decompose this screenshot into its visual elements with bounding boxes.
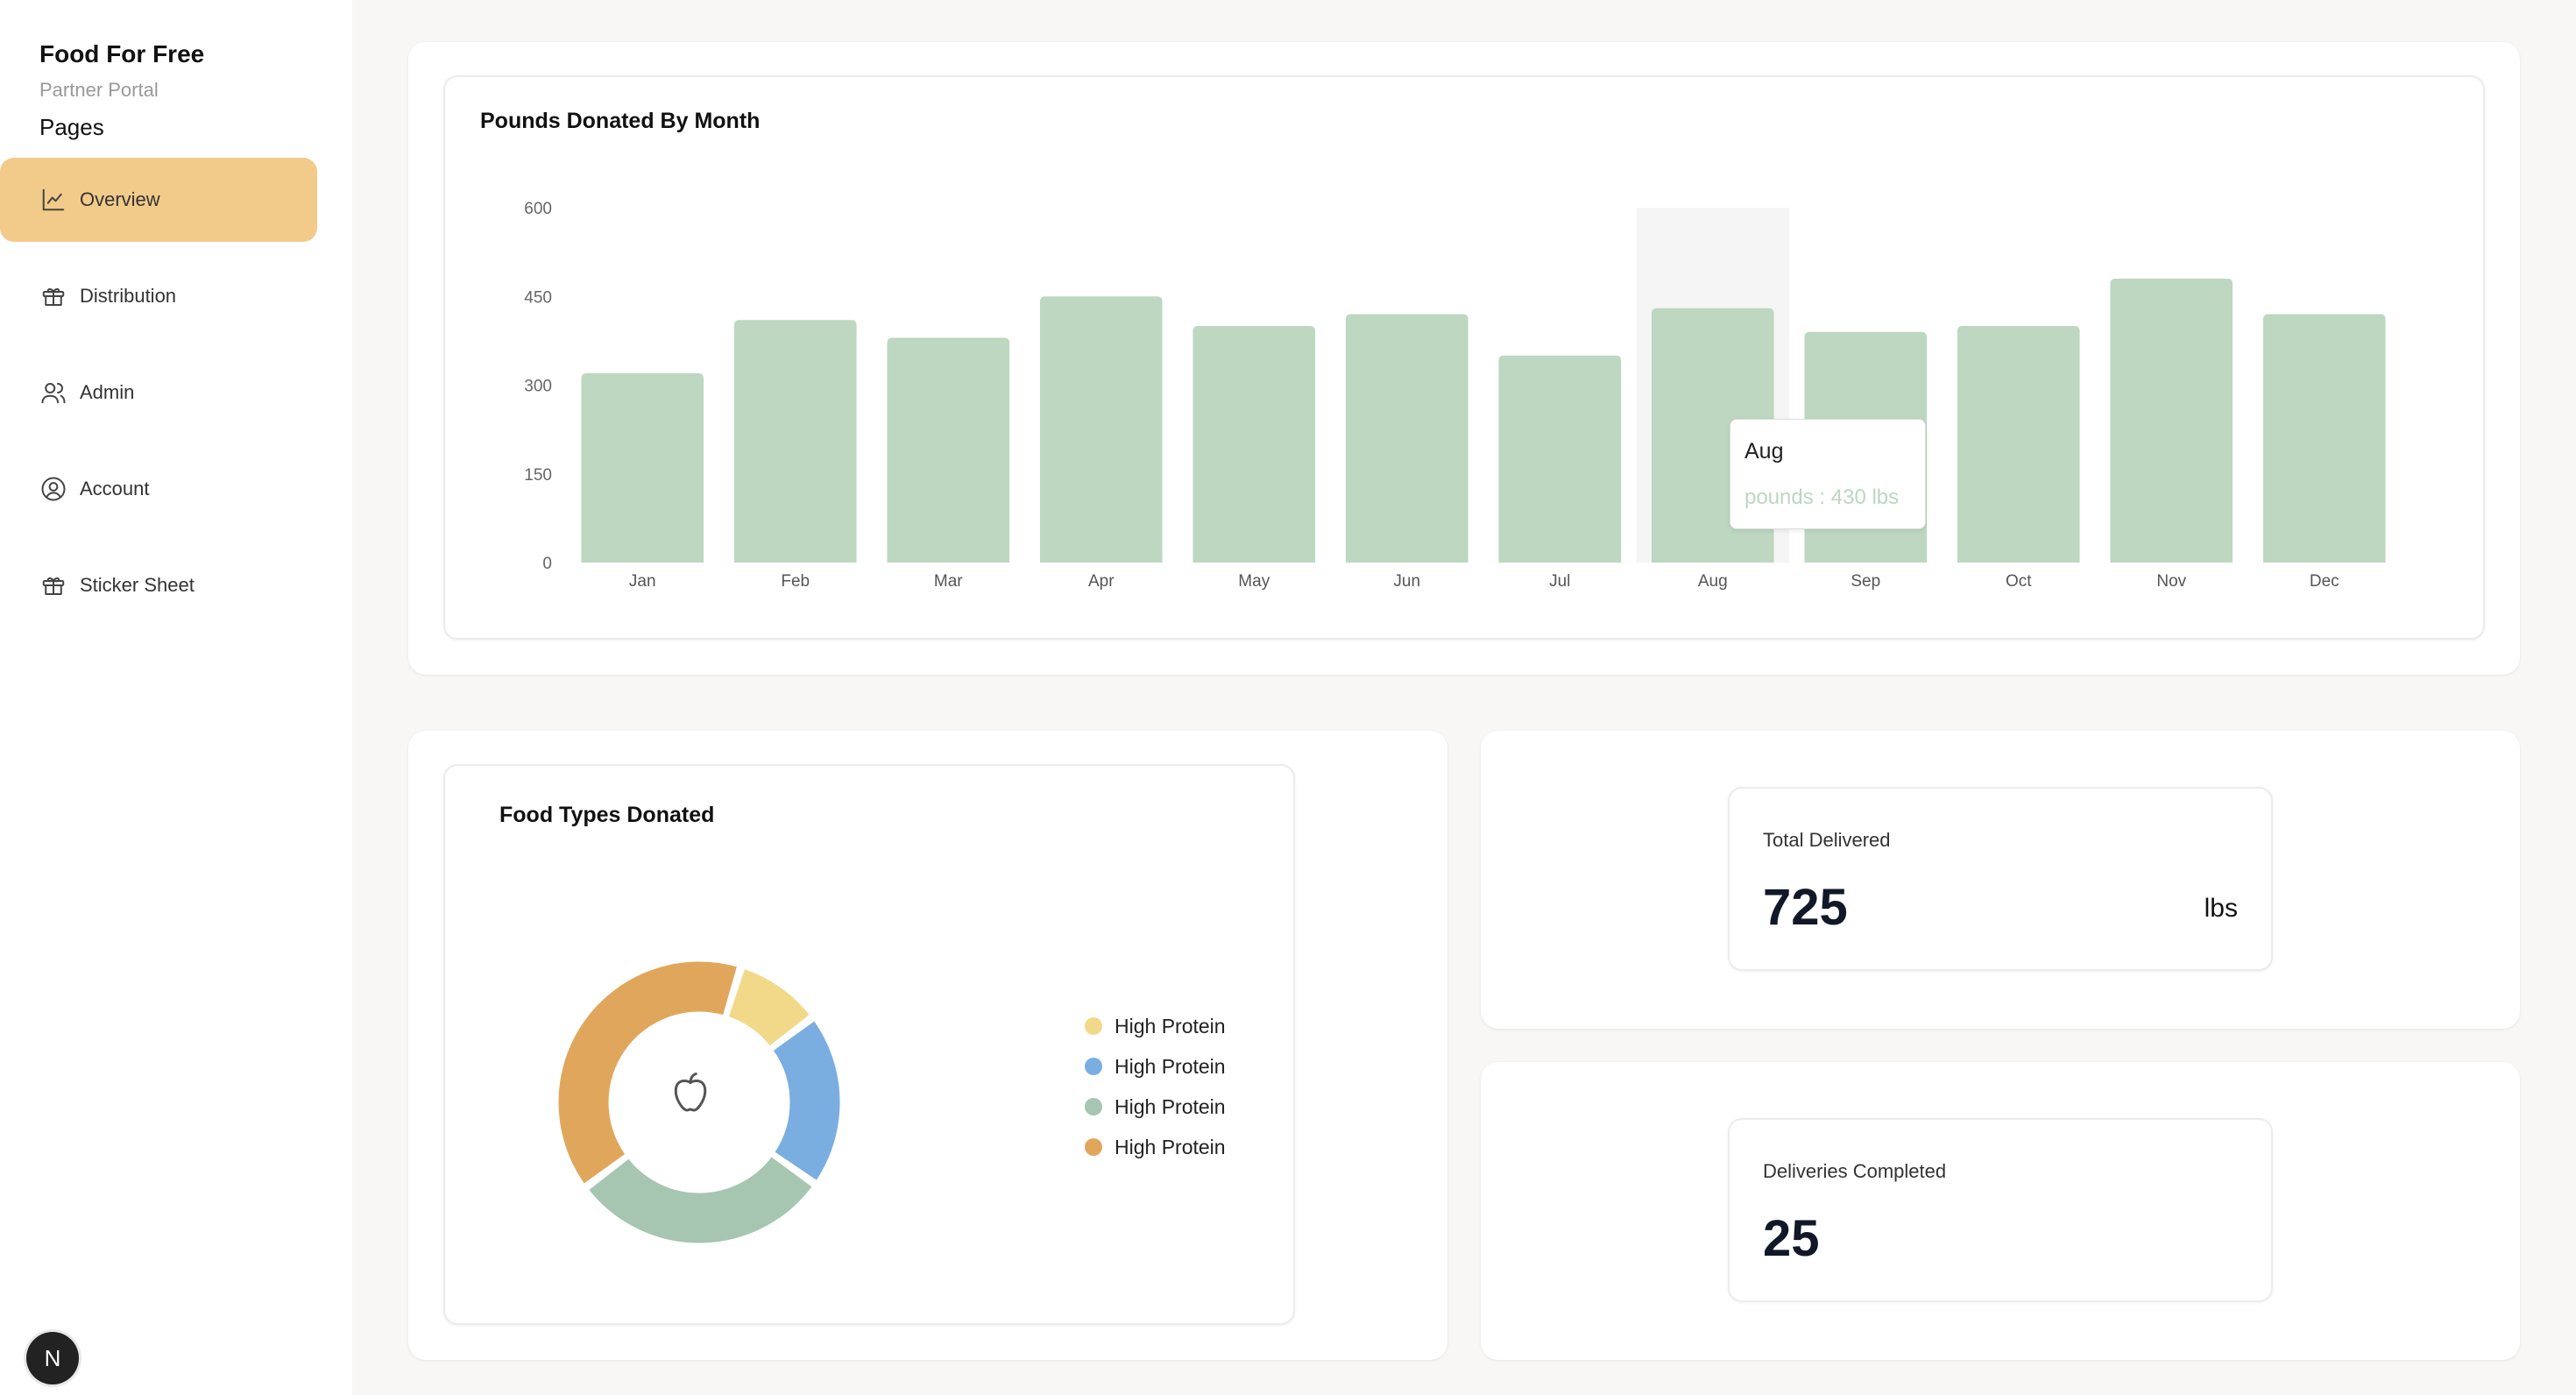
legend-swatch (1085, 1017, 1102, 1035)
legend-swatch (1085, 1058, 1102, 1075)
sidebar: Food For Free Partner Portal Pages Overv… (0, 0, 352, 1395)
gift-icon (39, 282, 67, 310)
bar-chart-card: Pounds Donated By Month (443, 75, 2485, 640)
donut-slice (769, 1017, 843, 1184)
bar-chart-title: Pounds Donated By Month (480, 109, 761, 133)
total-delivered-card: Total Delivered 725 lbs (1728, 787, 2273, 971)
chart-tooltip: Aug pounds : 430 lbs (1730, 419, 1926, 529)
sidebar-item-label: Distribution (80, 285, 177, 307)
deliveries-completed-panel: Deliveries Completed 25 (1481, 1062, 2520, 1360)
brand-title: Food For Free (39, 40, 205, 67)
donut-slice (725, 966, 813, 1050)
legend-swatch (1085, 1098, 1102, 1115)
sidebar-item-distribution[interactable]: Distribution (0, 254, 317, 338)
donut-chart-title: Food Types Donated (499, 803, 715, 827)
total-delivered-value: 725 (1763, 879, 1848, 936)
bar-chart-panel: Pounds Donated By Month (408, 42, 2520, 675)
donut-chart-panel: Food Types Donated High Protein High Pro… (408, 731, 1447, 1360)
legend-item: High Protein (1085, 1087, 1226, 1127)
user-circle-icon (39, 475, 67, 503)
legend-label: High Protein (1115, 1054, 1226, 1078)
sidebar-item-label: Overview (80, 188, 160, 210)
avatar[interactable]: N (26, 1332, 79, 1384)
brand-subtitle: Partner Portal (39, 79, 159, 101)
sidebar-item-admin[interactable]: Admin (0, 351, 317, 435)
legend-item: High Protein (1085, 1006, 1226, 1046)
legend-swatch (1085, 1138, 1102, 1156)
total-delivered-panel: Total Delivered 725 lbs (1481, 731, 2520, 1029)
donut-slice (556, 959, 740, 1187)
sidebar-item-label: Account (80, 478, 150, 499)
legend-label: High Protein (1115, 1014, 1226, 1037)
donut-slice (585, 1153, 816, 1246)
total-delivered-unit: lbs (2204, 894, 2238, 923)
legend-label: High Protein (1115, 1135, 1226, 1158)
legend-item: High Protein (1085, 1127, 1226, 1167)
gift-icon (39, 571, 67, 599)
sidebar-item-sticker-sheet[interactable]: Sticker Sheet (0, 543, 317, 627)
line-chart-icon (39, 186, 67, 214)
donut-chart (556, 959, 843, 1246)
sidebar-item-label: Sticker Sheet (80, 574, 195, 596)
users-icon (39, 379, 67, 407)
tooltip-value: pounds : 430 lbs (1744, 485, 1900, 509)
deliveries-completed-card: Deliveries Completed 25 (1728, 1118, 2273, 1302)
deliveries-completed-label: Deliveries Completed (1763, 1160, 1947, 1182)
tooltip-label: Aug (1744, 439, 1784, 464)
donut-legend: High Protein High Protein High Protein H… (1085, 1006, 1226, 1167)
donut-chart-card: Food Types Donated High Protein High Pro… (443, 764, 1295, 1325)
total-delivered-label: Total Delivered (1763, 829, 1891, 851)
sidebar-item-overview[interactable]: Overview (0, 158, 317, 242)
sidebar-item-account[interactable]: Account (0, 447, 317, 531)
legend-item: High Protein (1085, 1046, 1226, 1087)
legend-label: High Protein (1115, 1094, 1226, 1118)
sidebar-item-label: Admin (80, 381, 135, 403)
pages-heading: Pages (39, 114, 104, 140)
apple-icon (664, 1067, 717, 1120)
deliveries-completed-value: 25 (1763, 1210, 1820, 1267)
